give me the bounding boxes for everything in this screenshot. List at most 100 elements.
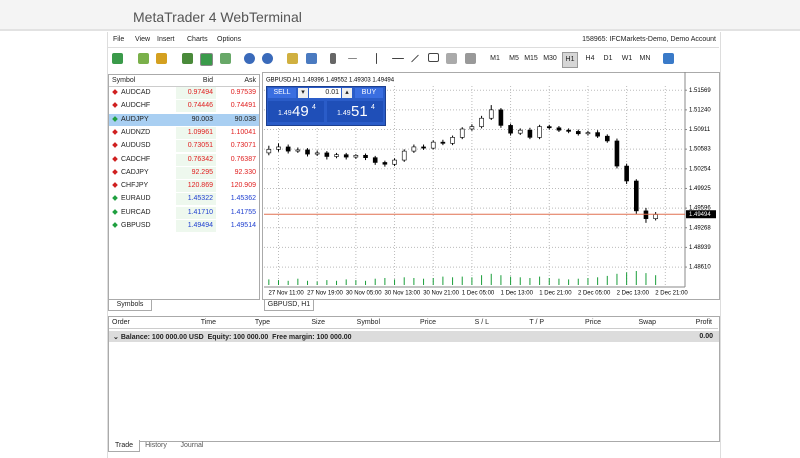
tool-icon[interactable] (376, 53, 377, 64)
y-tick-label: 1.49596 (689, 206, 711, 212)
chart: GBPUSD,H1 1.49396 1.49552 1.49303 1.4949… (264, 72, 716, 297)
menu-item[interactable]: Options (217, 36, 242, 43)
tool-icon[interactable] (138, 53, 149, 64)
ask: 0.97539 (230, 89, 256, 96)
header (0, 0, 800, 31)
volume-bar (510, 276, 512, 285)
tool-icon[interactable] (465, 53, 476, 64)
separator (107, 47, 719, 48)
candle-body (382, 162, 388, 165)
timeframe-button[interactable]: M15 (524, 55, 538, 62)
symbol[interactable]: AUDCHF (121, 102, 151, 110)
x-tick-label: 1 Dec 05:00 (462, 291, 495, 297)
volume-bar (577, 278, 579, 285)
volume-bar (471, 277, 473, 285)
bid: 1.41710 (187, 208, 213, 216)
column-header: Ask (244, 77, 256, 84)
tool-icon[interactable] (306, 53, 317, 64)
order-tab[interactable]: Journal (180, 442, 204, 449)
tool-icon[interactable] (244, 53, 255, 64)
candle-body (585, 132, 591, 135)
volume-bar (268, 279, 270, 285)
tool-icon[interactable] (446, 53, 457, 64)
candle-body (517, 129, 523, 134)
sell-button[interactable]: SELL (268, 88, 296, 98)
tool-icon[interactable] (428, 53, 439, 62)
order-tab[interactable]: History (145, 442, 167, 449)
tool-icon[interactable] (663, 53, 674, 64)
volume-bar (326, 280, 328, 285)
volume-bar (278, 280, 280, 285)
buy-price[interactable]: 1.49 51 4 (327, 101, 383, 122)
tool-icon[interactable] (182, 53, 193, 64)
candle-body (575, 131, 581, 135)
buy-button[interactable]: BUY (355, 88, 383, 98)
symbol[interactable]: CHFJPY (121, 182, 149, 190)
volume-bar (365, 280, 367, 285)
tool-icon[interactable] (220, 53, 231, 64)
menu-item[interactable]: Insert (157, 36, 175, 43)
candle-body (276, 146, 281, 150)
timeframe-button[interactable]: MN (639, 55, 651, 62)
candle-body (498, 109, 504, 126)
timeframe-button[interactable]: M30 (543, 55, 557, 62)
tool-icon[interactable] (287, 53, 298, 64)
selected-row (109, 113, 259, 126)
bid: 0.76342 (187, 155, 213, 163)
menu-item[interactable]: Charts (187, 36, 208, 43)
column-header: Profit (695, 319, 712, 326)
timeframe-button[interactable]: W1 (621, 55, 633, 62)
ask: 0.73071 (230, 142, 256, 150)
symbol[interactable]: AUDCAD (121, 89, 151, 96)
price-small: 4 (371, 104, 375, 111)
ask: 0.76387 (230, 155, 256, 163)
candle-body (450, 137, 455, 144)
symbol[interactable]: AUDJPY (121, 115, 149, 123)
symbol[interactable]: GBPUSD (121, 222, 151, 229)
tool-icon[interactable] (348, 58, 357, 59)
symbol[interactable]: CADJPY (121, 168, 149, 176)
candle-body (624, 165, 629, 182)
timeframe-button[interactable]: H1 (562, 52, 578, 68)
candle-body (401, 150, 407, 161)
symbol[interactable]: CADCHF (121, 155, 151, 163)
sell-price[interactable]: 1.49 49 4 (268, 101, 324, 122)
volume-input[interactable]: 0.01 (309, 88, 341, 98)
volume-up[interactable]: ▴ (342, 88, 352, 98)
ask: 1.41755 (230, 208, 256, 216)
column-header: Swap (638, 319, 656, 326)
volume-bar (355, 280, 357, 285)
menu-item[interactable]: File (113, 36, 125, 43)
candle-body (546, 126, 552, 129)
ask: 1.45362 (230, 195, 256, 203)
order-tab[interactable]: Trade (108, 440, 140, 452)
tool-icon[interactable] (200, 53, 213, 66)
column-header: T / P (529, 319, 544, 326)
volume-down[interactable]: ▾ (298, 88, 308, 98)
x-tick-label: 30 Nov 21:00 (423, 291, 459, 297)
volume-bar (587, 278, 589, 285)
symbols-tab[interactable]: Symbols (108, 299, 152, 311)
ask: 92.330 (234, 168, 256, 176)
tool-icon[interactable] (330, 53, 336, 64)
timeframe-button[interactable]: M5 (509, 55, 519, 62)
volume-bar (606, 275, 608, 285)
timeframe-button[interactable]: D1 (603, 55, 613, 62)
timeframe-button[interactable]: H4 (585, 55, 595, 62)
bid: 0.74446 (187, 102, 213, 110)
chart-tab[interactable]: GBPUSD, H1 (264, 299, 314, 311)
symbol[interactable]: AUDUSD (121, 142, 151, 150)
symbol[interactable]: EURCAD (121, 208, 151, 216)
volume-bar (500, 275, 502, 285)
tool-icon[interactable] (262, 53, 273, 64)
y-tick-label: 1.49268 (689, 225, 711, 231)
timeframe-button[interactable]: M1 (490, 55, 500, 62)
menu-item[interactable]: View (135, 36, 151, 43)
tool-icon[interactable] (112, 53, 123, 64)
symbol[interactable]: EURAUD (121, 195, 151, 203)
volume-bar (597, 277, 599, 285)
tool-icon[interactable] (156, 53, 167, 64)
symbol[interactable]: AUDNZD (121, 128, 151, 136)
candle-body (421, 146, 426, 149)
tool-icon[interactable] (392, 58, 404, 59)
